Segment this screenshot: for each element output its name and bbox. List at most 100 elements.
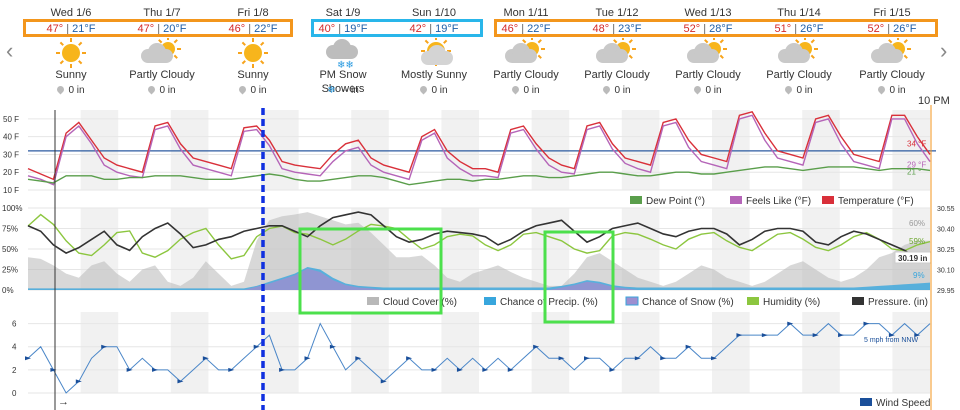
wind-direction-icon (787, 321, 794, 326)
legend-label: Chance of Snow (%) (642, 297, 734, 308)
daily-forecast-strip: Wed 1/6 47° | 21°F Sunny 0 in Thu 1/7 47… (0, 0, 960, 108)
wind-direction-icon (482, 367, 489, 372)
day-date: Fri 1/8 (237, 7, 269, 19)
forecast-day[interactable]: Thu 1/14 51° | 26°F Partly Cloudy 0 in (753, 6, 845, 98)
day-temps: 42° | 19°F (409, 23, 459, 35)
day-temps: 47° | 20°F (137, 23, 187, 35)
night-shade (531, 208, 570, 290)
day-temps: 51° | 26°F (774, 23, 824, 35)
wind-direction-icon (914, 333, 921, 338)
prev-arrow-icon[interactable]: ‹ (6, 38, 14, 63)
forecast-day[interactable]: Fri 1/8 46° | 22°F Sunny 0 in (207, 6, 299, 98)
night-shade (441, 208, 479, 290)
night-shade (351, 312, 389, 393)
y-tick-label: 0 (12, 389, 17, 398)
series-area (28, 212, 930, 290)
snow-cloud-icon: ❄❄ (326, 39, 358, 71)
low-temp: 20°F (163, 23, 187, 35)
low-temp: 26°F (800, 23, 824, 35)
night-shade (80, 312, 119, 393)
wind-direction-icon (126, 367, 133, 372)
day-condition: Partly Cloudy (584, 69, 650, 81)
low-temp: 21°F (72, 23, 96, 35)
wind-direction-icon (838, 333, 845, 338)
high-temp: 52° (683, 23, 701, 35)
series-end-label: 5 mph from NNW (864, 337, 918, 344)
legend-label: Temperature (°F) (838, 196, 914, 207)
forecast-day[interactable]: Thu 1/7 47° | 20°F Partly Cloudy 0 in (116, 6, 208, 98)
snowflake-icon: ❄ (327, 85, 336, 96)
forecast-day[interactable]: Sun 1/10 42° | 19°F Mostly Sunny 0 in (388, 6, 480, 98)
partly-cloudy-icon (778, 36, 818, 63)
wind-direction-icon (304, 356, 311, 361)
wind-direction-icon (406, 356, 413, 361)
night-shade (802, 312, 840, 393)
night-shade (170, 208, 209, 290)
day-condition: Partly Cloudy (493, 69, 559, 81)
day-condition: PM Snow Showers (319, 69, 367, 95)
forecast-day[interactable]: Tue 1/12 48° | 23°F Partly Cloudy 0 in (571, 6, 663, 98)
night-shade (261, 208, 299, 290)
wind-direction-icon (634, 356, 641, 361)
day-condition: Sunny (237, 69, 269, 81)
night-shade (441, 312, 479, 393)
legend-swatch (367, 297, 379, 305)
wind-direction-icon (228, 367, 235, 372)
night-shade (261, 110, 299, 190)
raindrop-icon (692, 84, 703, 95)
night-shade (170, 110, 209, 190)
wind-direction-icon (279, 367, 286, 372)
forecast-day[interactable]: Sat 1/9 40° | 19°F ❄❄ PM Snow Showers ❄ -… (297, 6, 389, 98)
series-end-label: 21 ° (907, 167, 921, 176)
legend-swatch (822, 196, 834, 204)
y-tick-label: 40 F (3, 133, 19, 142)
series-line (27, 211, 931, 260)
y-tick-label: 10 F (3, 186, 19, 195)
partly-cloudy-icon (596, 36, 636, 63)
partly-cloudy-icon (505, 36, 545, 63)
day-temps: 46° | 22°F (501, 23, 551, 35)
night-shade (80, 110, 119, 190)
legend-label: Dew Point (°) (646, 196, 705, 207)
day-condition: Mostly Sunny (400, 69, 468, 81)
series-line (27, 110, 931, 181)
day-precip: 0 in (753, 84, 845, 98)
wind-direction-icon (355, 356, 362, 361)
series-end-label: 59% (909, 237, 925, 246)
forecast-day[interactable]: Wed 1/13 52° | 28°F Partly Cloudy 0 in (662, 6, 754, 98)
forecast-day[interactable]: Fri 1/15 52° | 26°F Partly Cloudy 0 in (846, 6, 938, 98)
day-date: Tue 1/12 (595, 7, 639, 19)
day-precip: 0 in (388, 84, 480, 98)
wind-direction-icon (507, 367, 514, 372)
partly-cloudy-icon (141, 36, 181, 63)
wind-direction-icon (101, 344, 108, 349)
night-shade (712, 208, 750, 290)
series-end-label: 30.19 in (898, 254, 927, 263)
series-end-label: 60% (909, 219, 925, 228)
wind-direction-icon (152, 367, 159, 372)
wind-direction-icon (456, 367, 463, 372)
day-condition: Partly Cloudy (129, 69, 195, 81)
legend-label: Humidity (%) (763, 297, 820, 308)
day-temps: 52° | 28°F (683, 23, 733, 35)
forecast-day[interactable]: Wed 1/6 47° | 21°F Sunny 0 in (25, 6, 117, 98)
night-shade (712, 110, 750, 190)
day-temps: 47° | 21°F (46, 23, 96, 35)
y-tick-label: 20 F (3, 168, 19, 177)
high-temp: 52° (867, 23, 885, 35)
night-shade (621, 208, 660, 290)
legend-swatch (625, 296, 639, 306)
day-date: Sun 1/10 (411, 7, 457, 19)
next-arrow-icon[interactable]: › (940, 38, 948, 63)
legend-label: Chance of Precip. (%) (500, 297, 598, 308)
day-temps: 48° | 23°F (592, 23, 642, 35)
wind-direction-icon (75, 379, 82, 384)
high-temp: 46° (228, 23, 246, 35)
sun-icon (56, 38, 86, 68)
forecast-day[interactable]: Mon 1/11 46° | 22°F Partly Cloudy 0 in (480, 6, 572, 98)
high-temp: 42° (409, 23, 427, 35)
day-date: Thu 1/7 (143, 7, 181, 19)
legend-label: Pressure. (in) (868, 297, 928, 308)
day-precip: 0 in (662, 84, 754, 98)
night-shade (261, 312, 299, 393)
